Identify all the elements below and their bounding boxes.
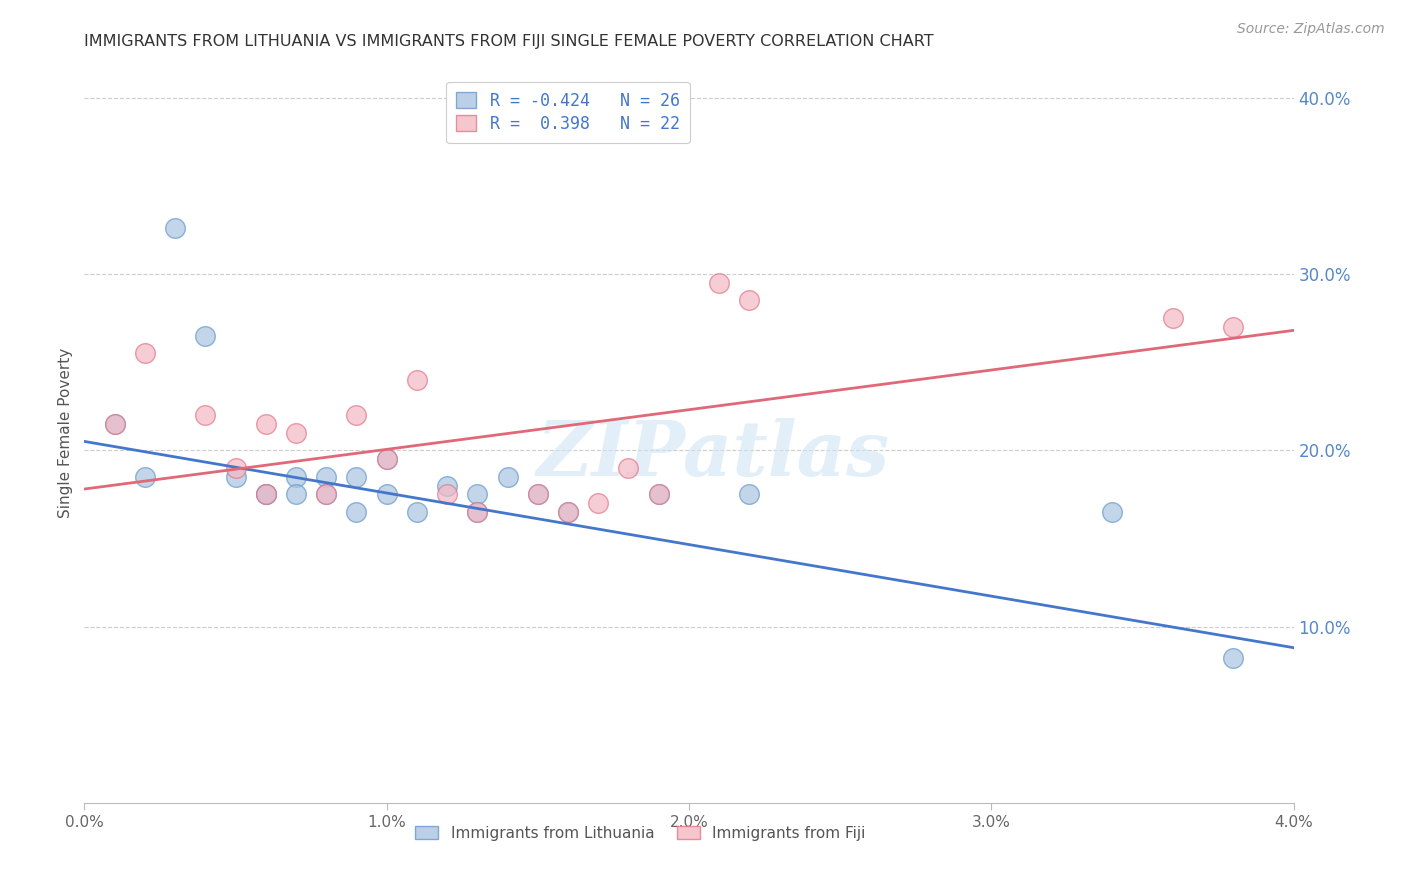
Point <box>648 487 671 501</box>
Point <box>254 487 277 501</box>
Point <box>315 487 337 501</box>
Legend: Immigrants from Lithuania, Immigrants from Fiji: Immigrants from Lithuania, Immigrants fr… <box>409 820 872 847</box>
Point <box>346 505 368 519</box>
Text: IMMIGRANTS FROM LITHUANIA VS IMMIGRANTS FROM FIJI SINGLE FEMALE POVERTY CORRELAT: IMMIGRANTS FROM LITHUANIA VS IMMIGRANTS … <box>84 34 934 49</box>
Point <box>254 487 277 501</box>
Point <box>738 293 761 308</box>
Point <box>285 469 308 483</box>
Point <box>527 487 550 501</box>
Point <box>254 417 277 431</box>
Point <box>588 496 610 510</box>
Point <box>467 505 489 519</box>
Point <box>285 487 308 501</box>
Point <box>406 505 429 519</box>
Point <box>194 408 217 422</box>
Point <box>194 328 217 343</box>
Point <box>1161 311 1184 326</box>
Point <box>436 487 458 501</box>
Point <box>315 469 337 483</box>
Point <box>375 452 398 467</box>
Point <box>436 478 458 492</box>
Point <box>527 487 550 501</box>
Point <box>225 469 247 483</box>
Point <box>346 469 368 483</box>
Point <box>617 461 640 475</box>
Point <box>1222 319 1244 334</box>
Text: Source: ZipAtlas.com: Source: ZipAtlas.com <box>1237 22 1385 37</box>
Point <box>285 425 308 440</box>
Point <box>738 487 761 501</box>
Point <box>709 276 731 290</box>
Point <box>375 487 398 501</box>
Y-axis label: Single Female Poverty: Single Female Poverty <box>58 348 73 517</box>
Point <box>346 408 368 422</box>
Point <box>104 417 127 431</box>
Point <box>134 346 156 360</box>
Point <box>225 461 247 475</box>
Point <box>134 469 156 483</box>
Point <box>648 487 671 501</box>
Point <box>1101 505 1123 519</box>
Point <box>467 487 489 501</box>
Point <box>557 505 579 519</box>
Point <box>254 487 277 501</box>
Point <box>375 452 398 467</box>
Point <box>467 505 489 519</box>
Point <box>104 417 127 431</box>
Point <box>1222 651 1244 665</box>
Point <box>315 487 337 501</box>
Point <box>165 221 187 235</box>
Text: ZIPatlas: ZIPatlas <box>537 417 890 491</box>
Point <box>557 505 579 519</box>
Point <box>496 469 519 483</box>
Point <box>406 373 429 387</box>
